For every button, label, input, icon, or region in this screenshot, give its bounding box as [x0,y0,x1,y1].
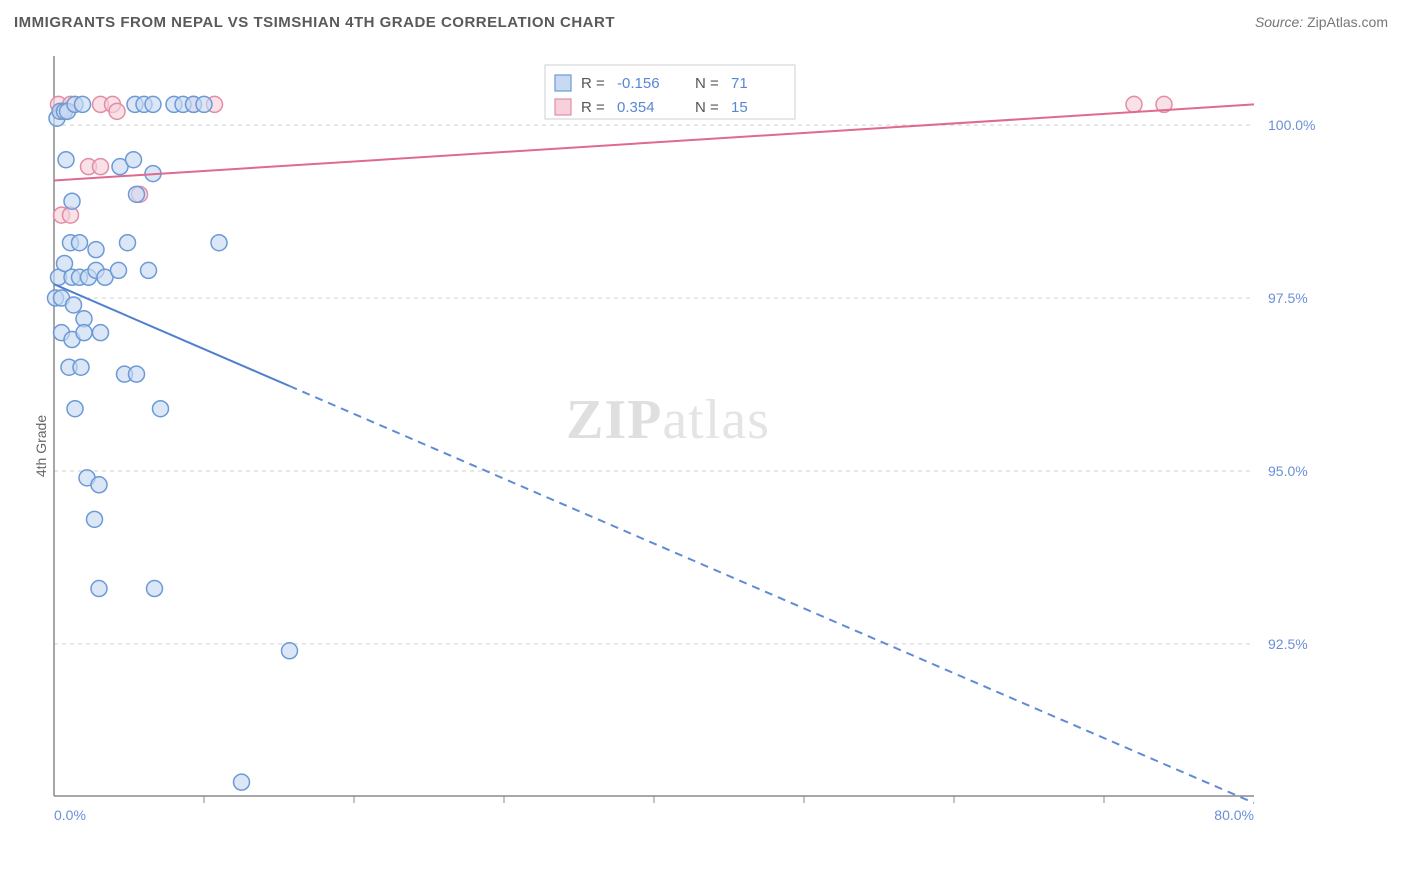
svg-text:R =: R = [581,99,605,116]
source-label: Source: [1255,14,1303,30]
svg-text:95.0%: 95.0% [1268,463,1308,479]
svg-text:N =: N = [695,99,719,116]
chart-svg: 0.0% 80.0% 92.5% 95.0% 97.5% 100.0% R = -0.156 N… [46,48,1326,828]
svg-text:92.5%: 92.5% [1268,636,1308,652]
source-value: ZipAtlas.com [1307,14,1388,30]
svg-text:15: 15 [731,99,748,116]
svg-text:80.0%: 80.0% [1214,807,1254,823]
svg-text:0.0%: 0.0% [54,807,86,823]
svg-text:100.0%: 100.0% [1268,117,1315,133]
svg-text:0.354: 0.354 [617,99,655,116]
svg-text:-0.156: -0.156 [617,75,660,92]
chart-plot-area: 0.0% 80.0% 92.5% 95.0% 97.5% 100.0% R = -0.156 N… [46,48,1326,828]
chart-title: IMMIGRANTS FROM NEPAL VS TSIMSHIAN 4TH G… [14,14,615,31]
source-attribution: Source: ZipAtlas.com [1255,14,1388,30]
svg-text:N =: N = [695,75,719,92]
svg-text:71: 71 [731,75,748,92]
svg-text:R =: R = [581,75,605,92]
svg-text:97.5%: 97.5% [1268,290,1308,306]
